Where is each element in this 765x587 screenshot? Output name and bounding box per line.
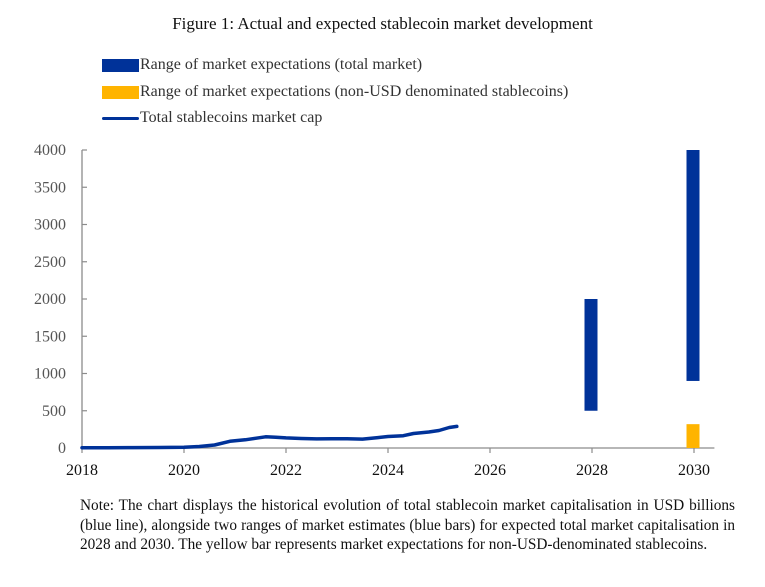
legend-label: Range of market expectations (non-USD de… [140,83,569,100]
axes [81,149,715,453]
y-tick-label: 2500 [34,254,66,271]
legend-label: Total stablecoins market cap [140,109,323,126]
legend-swatch-yellow-bar [102,85,139,99]
range-bar-total-2030 [686,150,700,381]
y-tick-label: 2000 [34,291,66,308]
y-tick-label: 4000 [34,142,66,159]
x-tick-label: 2024 [372,462,404,479]
y-tick-label: 3500 [34,179,66,196]
legend-swatch-navy-bar [102,58,139,72]
y-tick-label: 0 [58,440,66,457]
tick-labels: 0 500 1000 1500 2000 2500 3000 3500 4000 2018 2020… [34,142,710,479]
legend-swatch-navy-line [102,116,139,120]
x-tick-label: 2018 [66,462,98,479]
y-tick-label: 500 [42,403,66,420]
chart-area: 0 500 1000 1500 2000 2500 3000 3500 4000 2018 2020… [34,142,715,479]
legend-item-market-cap-line: Total stablecoins market cap [102,108,322,128]
y-tick-label: 3000 [34,217,66,234]
range-bar-total-2028 [584,299,598,411]
figure-note: Note: The chart displays the historical … [80,497,735,553]
x-tick-label: 2022 [270,462,302,479]
market-cap-line [80,424,459,450]
series-lines [80,424,459,450]
x-tick-label: 2020 [168,462,200,479]
x-tick-label: 2028 [576,462,608,479]
figure-title: Figure 1: Actual and expected stablecoin… [172,14,593,33]
x-tick-label: 2026 [474,462,506,479]
x-tick-label: 2030 [678,462,710,479]
y-tick-label: 1000 [34,366,66,383]
legend-label: Range of market expectations (total mark… [140,56,423,73]
legend-item-total-market: Range of market expectations (total mark… [102,55,422,75]
legend-item-non-usd: Range of market expectations (non-USD de… [102,82,568,102]
y-tick-label: 1500 [34,328,66,345]
range-bars [584,150,700,448]
range-bar-non-usd-2030 [686,424,700,448]
